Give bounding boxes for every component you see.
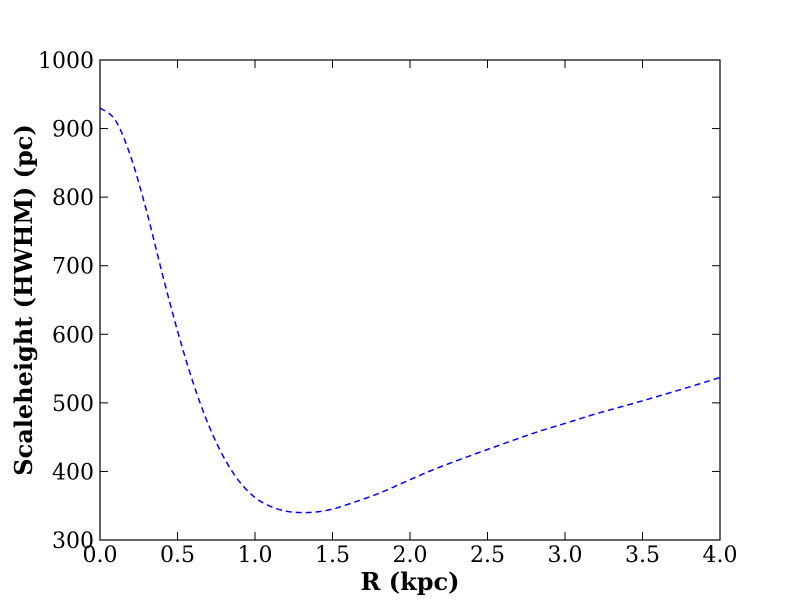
x-tick-label: 4.0 [703,543,738,568]
x-tick-label: 0.5 [160,543,195,568]
y-axis-label: Scaleheight (HWHM) (pc) [9,124,38,475]
x-tick-label: 3.5 [625,543,660,568]
y-tick-label: 300 [52,529,94,554]
x-tick-label: 3.0 [548,543,583,568]
y-tick-label: 600 [52,323,94,348]
x-tick-label: 2.5 [470,543,505,568]
y-tick-label: 1000 [38,49,94,74]
series-layer [99,107,721,514]
y-tick-label: 400 [52,460,94,485]
x-tick-label: 2.0 [393,543,428,568]
x-tick-label: 1.0 [238,543,273,568]
plot-frame [99,59,721,541]
x-tick-label: 0.0 [83,543,118,568]
y-tick-label: 800 [52,186,94,211]
x-axis-label: R (kpc) [360,567,459,596]
x-tick-label: 1.5 [315,543,350,568]
tick-labels: 0.0 0.5 1.0 1.5 2.0 2.5 3.0 3.5 4.0 300 400 500 600 7… [38,49,738,568]
y-tick-label: 700 [52,255,94,280]
plot-area [100,60,720,540]
y-tick-label: 900 [52,118,94,143]
series-line [99,107,721,514]
y-tick-label: 500 [52,392,94,417]
